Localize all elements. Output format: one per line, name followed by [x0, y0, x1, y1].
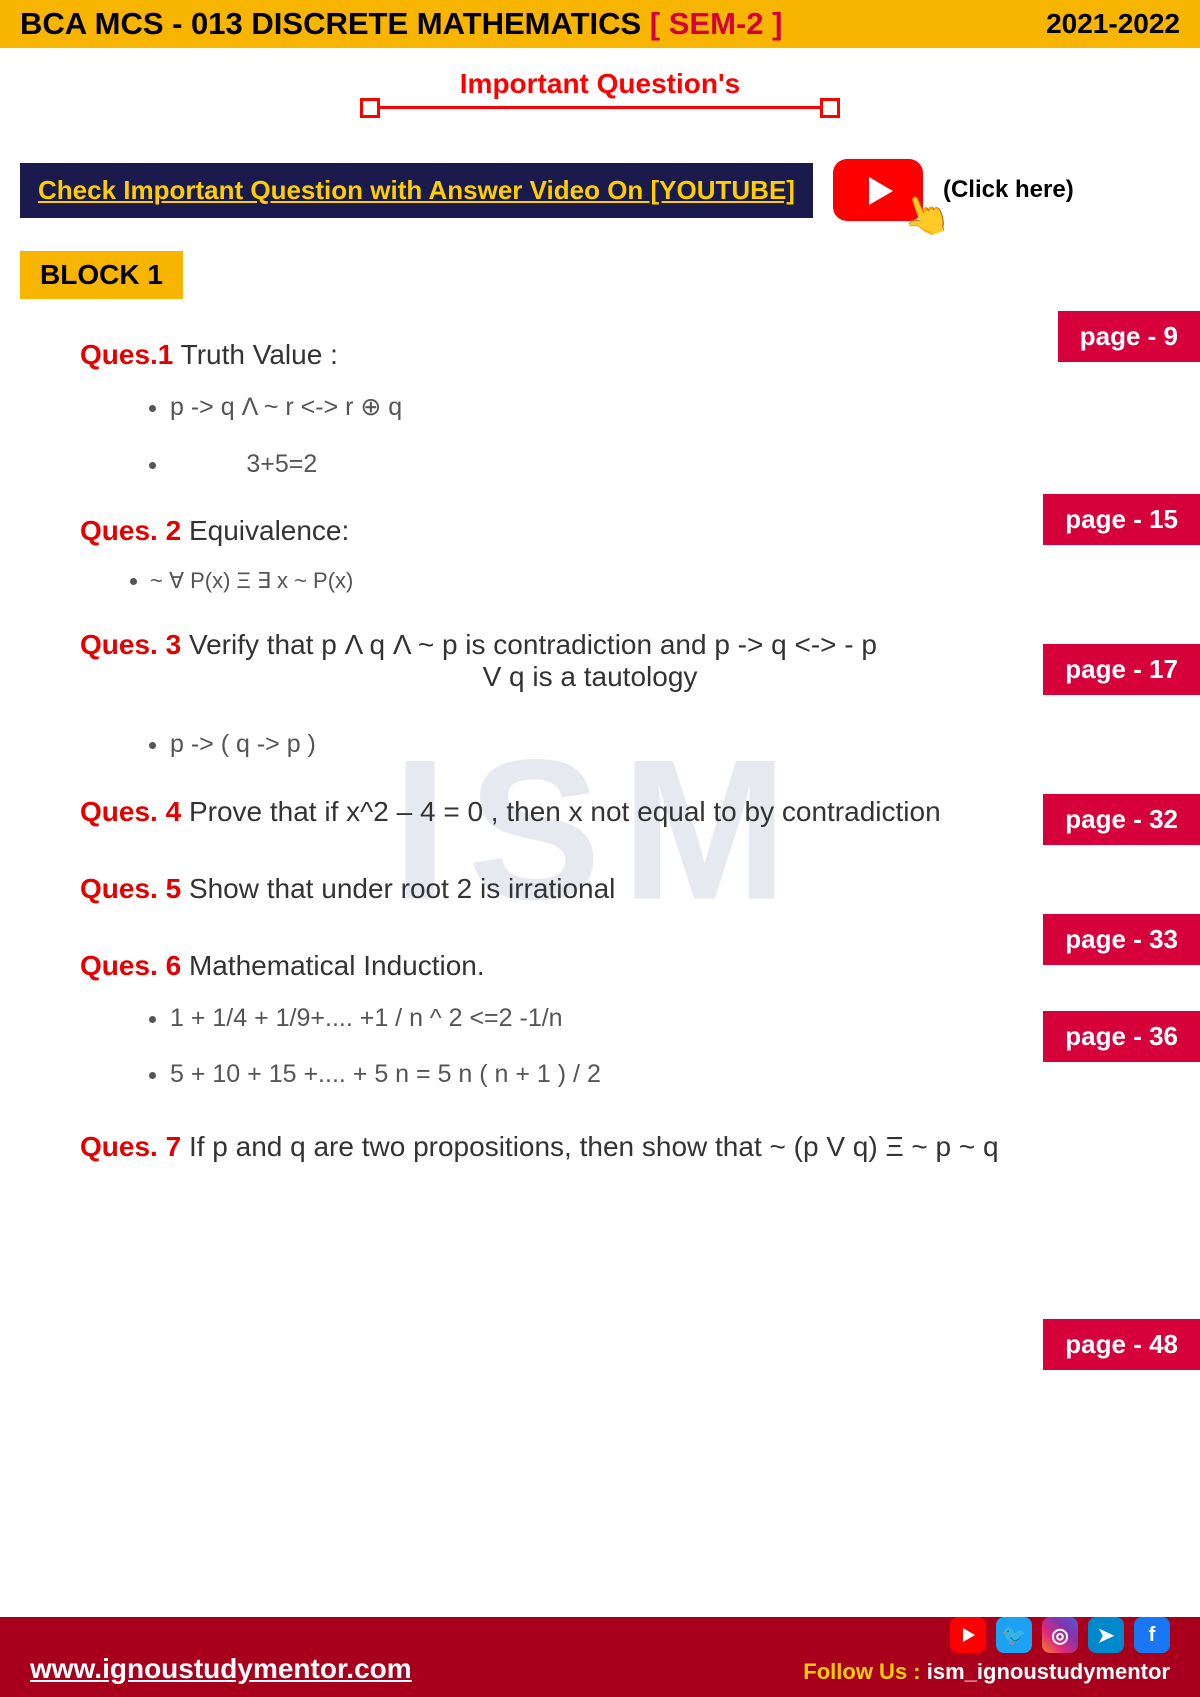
- q6-bullets: 1 + 1/4 + 1/9+.... +1 / n ^ 2 <=2 -1/n 5…: [170, 997, 1140, 1096]
- q-label: Ques. 7: [80, 1131, 189, 1162]
- youtube-icon[interactable]: [950, 1617, 986, 1653]
- important-heading: Important Question's: [0, 68, 1200, 109]
- q3-bullets: p -> ( q -> p ): [170, 723, 1140, 766]
- list-item: p -> ( q -> p ): [170, 723, 1140, 766]
- question-2: Ques. 2 Equivalence: ~ ∀ P(x) Ξ ∃ x ~ P(…: [80, 515, 1140, 599]
- footer-bar: www.ignoustudymentor.com 🐦 ◎ ➤ f Follow …: [0, 1617, 1200, 1697]
- question-1: Ques.1 Truth Value : p -> q Λ ~ r <-> r …: [80, 339, 1140, 485]
- q2-bullets: ~ ∀ P(x) Ξ ∃ x ~ P(x): [150, 562, 1140, 599]
- q-text: Show that under root 2 is irrational: [189, 873, 615, 904]
- q-label: Ques. 3: [80, 629, 181, 660]
- q-text: If p and q are two propositions, then sh…: [189, 1131, 999, 1162]
- q-text: Prove that if x^2 – 4 = 0 , then x not e…: [189, 796, 941, 827]
- q-label: Ques. 4: [80, 796, 189, 827]
- block-heading: BLOCK 1: [20, 251, 183, 299]
- follow-text: Follow Us : ism_ignoustudymentor: [803, 1659, 1170, 1685]
- title-main: BCA MCS - 013 DISCRETE MATHEMATICS: [20, 6, 650, 41]
- page-tag: page - 33: [1043, 914, 1200, 965]
- twitter-icon[interactable]: 🐦: [996, 1617, 1032, 1653]
- header-bar: BCA MCS - 013 DISCRETE MATHEMATICS [ SEM…: [0, 0, 1200, 48]
- page-tag: page - 17: [1043, 644, 1200, 695]
- list-item: p -> q Λ ~ r <-> r ⊕ q: [170, 386, 1140, 429]
- list-item: 1 + 1/4 + 1/9+.... +1 / n ^ 2 <=2 -1/n: [170, 997, 1140, 1040]
- facebook-icon[interactable]: f: [1134, 1617, 1170, 1653]
- page-tag: page - 36: [1043, 1011, 1200, 1062]
- q-label: Ques. 5: [80, 873, 189, 904]
- q-text-line2: V q is a tautology: [40, 661, 1140, 693]
- title-sem: [ SEM-2 ]: [650, 6, 783, 41]
- academic-year: 2021-2022: [1046, 8, 1180, 40]
- q-text: Equivalence:: [181, 515, 349, 546]
- questions-content: page - 9 Ques.1 Truth Value : p -> q Λ ~…: [0, 299, 1200, 1163]
- q-label: Ques. 6: [80, 950, 189, 981]
- q1-bullets: p -> q Λ ~ r <-> r ⊕ q 3+5=2: [170, 386, 1140, 485]
- question-7: Ques. 7 If p and q are two propositions,…: [80, 1131, 1140, 1163]
- q-text: Mathematical Induction.: [189, 950, 485, 981]
- follow-handle: ism_ignoustudymentor: [927, 1659, 1170, 1684]
- page-tag: page - 32: [1043, 794, 1200, 845]
- youtube-button-wrap: 👆: [833, 159, 923, 221]
- video-cta-row: Check Important Question with Answer Vid…: [20, 159, 1180, 221]
- website-url[interactable]: www.ignoustudymentor.com: [30, 1653, 412, 1685]
- question-4: Ques. 4 Prove that if x^2 – 4 = 0 , then…: [80, 796, 1140, 828]
- q-label: Ques.1: [80, 339, 173, 370]
- footer-right: 🐦 ◎ ➤ f Follow Us : ism_ignoustudymentor: [803, 1617, 1170, 1685]
- page-tag: page - 15: [1043, 494, 1200, 545]
- list-item: 3+5=2: [170, 443, 1140, 486]
- q-text: Verify that p Λ q Λ ~ p is contradiction…: [181, 629, 877, 660]
- telegram-icon[interactable]: ➤: [1088, 1617, 1124, 1653]
- instagram-icon[interactable]: ◎: [1042, 1617, 1078, 1653]
- social-icons-row: 🐦 ◎ ➤ f: [803, 1617, 1170, 1653]
- question-6: Ques. 6 Mathematical Induction. 1 + 1/4 …: [80, 950, 1140, 1096]
- page-tag: page - 9: [1058, 311, 1200, 362]
- q-label: Ques. 2: [80, 515, 181, 546]
- page-tag: page - 48: [1043, 1319, 1200, 1370]
- youtube-link[interactable]: Check Important Question with Answer Vid…: [20, 163, 813, 218]
- question-3: Ques. 3 Verify that p Λ q Λ ~ p is contr…: [80, 629, 1140, 766]
- list-item: 5 + 10 + 15 +.... + 5 n = 5 n ( n + 1 ) …: [170, 1053, 1140, 1096]
- important-label: Important Question's: [0, 68, 1200, 100]
- click-here-label: (Click here): [943, 176, 1074, 204]
- q-text: Truth Value :: [173, 339, 337, 370]
- course-title: BCA MCS - 013 DISCRETE MATHEMATICS [ SEM…: [20, 6, 782, 42]
- list-item: ~ ∀ P(x) Ξ ∃ x ~ P(x): [150, 562, 1140, 599]
- question-5: Ques. 5 Show that under root 2 is irrati…: [80, 873, 1140, 905]
- follow-label: Follow Us :: [803, 1659, 926, 1684]
- divider-line: [370, 106, 830, 109]
